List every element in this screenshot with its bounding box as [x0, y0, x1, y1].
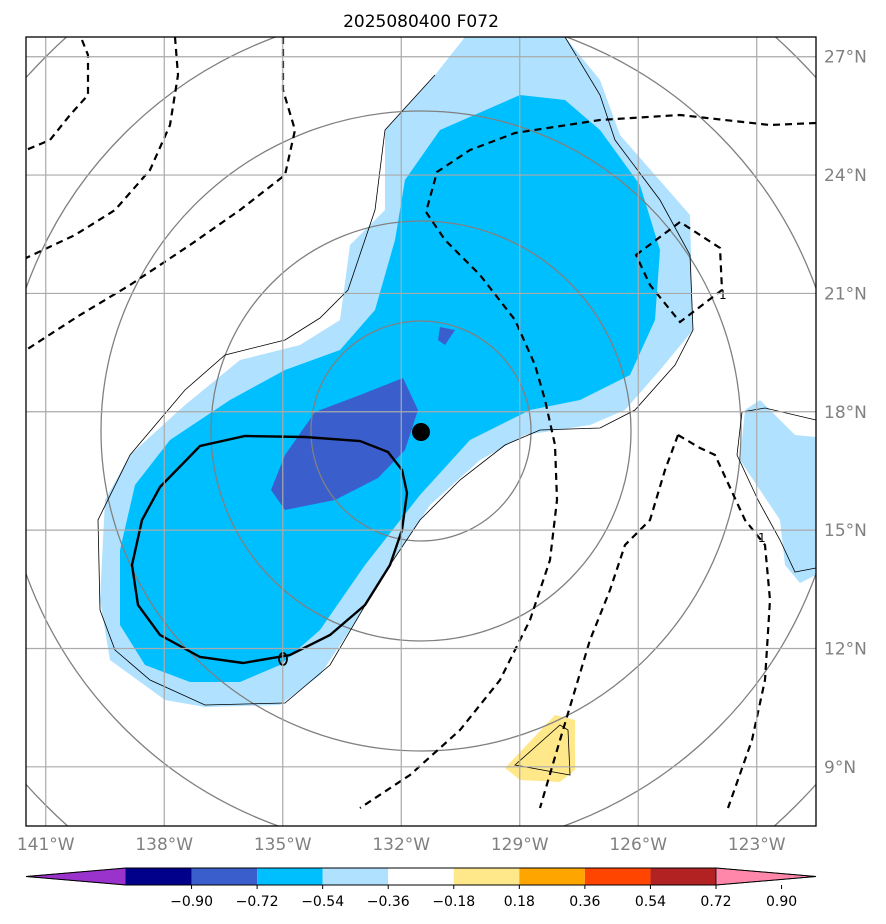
colorbar-tick-label: −0.36	[367, 894, 410, 910]
center-marker	[412, 423, 430, 441]
colorbar-box	[584, 868, 651, 885]
lat-tick-label: 21°N	[824, 284, 867, 304]
gridlines	[26, 37, 816, 826]
shade-yellow-south	[505, 715, 575, 782]
colorbar-box	[126, 868, 192, 885]
colorbar-box	[257, 868, 323, 885]
shade-lightblue-east	[740, 400, 816, 583]
colorbar-outline	[25, 867, 817, 886]
lon-tick-label: 123°W	[728, 835, 786, 855]
colorbar-box	[191, 868, 258, 885]
lon-tick-label: 129°W	[491, 835, 549, 855]
map-frame	[25, 36, 817, 827]
colorbar-box	[322, 868, 389, 885]
latitude-ticks: 27°N 24°N 21°N 18°N 15°N 12°N 9°N	[824, 48, 867, 778]
lon-tick-label: 138°W	[135, 835, 193, 855]
lon-tick-label: 135°W	[254, 835, 312, 855]
colorbar-box	[650, 868, 716, 885]
colorbar-tick-label: −0.18	[432, 894, 475, 910]
lon-tick-label: 132°W	[372, 835, 430, 855]
colorbar-tick-label: 0.72	[700, 894, 731, 910]
lat-tick-label: 12°N	[824, 639, 867, 659]
colorbar-box	[453, 868, 520, 885]
colorbar-tick-label: −0.90	[170, 894, 213, 910]
lat-tick-label: 15°N	[824, 521, 867, 541]
solid-contour	[130, 434, 409, 665]
colorbar-tick-label: 0.36	[569, 894, 600, 910]
chart-title: 2025080400 F072	[343, 12, 499, 32]
shade-royalblue-core	[271, 378, 418, 510]
colorbar-extend-low	[25, 867, 127, 886]
shade-royalblue-small	[438, 327, 455, 345]
lat-tick-label: 18°N	[824, 403, 867, 423]
colorbar-tick-label: 0.54	[635, 894, 666, 910]
colorbar-box	[388, 868, 454, 885]
colorbar-box	[519, 868, 585, 885]
lon-tick-label: 126°W	[609, 835, 667, 855]
longitude-ticks: 141°W 138°W 135°W 132°W 129°W 126°W 123°W	[17, 835, 786, 855]
colorbar-tick-label: 0.90	[766, 894, 797, 910]
colorbar: −0.90 −0.72 −0.54 −0.36 −0.18 0.18 0.36 0.54 0.7…	[25, 867, 817, 910]
colorbar-tick-label: 0.18	[504, 894, 535, 910]
contour-label: 1	[758, 531, 766, 545]
contour-label: 1	[719, 288, 727, 302]
lon-tick-label: 141°W	[17, 835, 75, 855]
colorbar-tick-label: −0.54	[301, 894, 344, 910]
lat-tick-label: 27°N	[824, 48, 867, 68]
lat-tick-label: 24°N	[824, 166, 867, 186]
dashed-contours	[26, 37, 816, 809]
colorbar-tick-label: −0.72	[236, 894, 279, 910]
lat-tick-label: 9°N	[824, 758, 856, 778]
colorbar-extend-high	[715, 867, 817, 886]
